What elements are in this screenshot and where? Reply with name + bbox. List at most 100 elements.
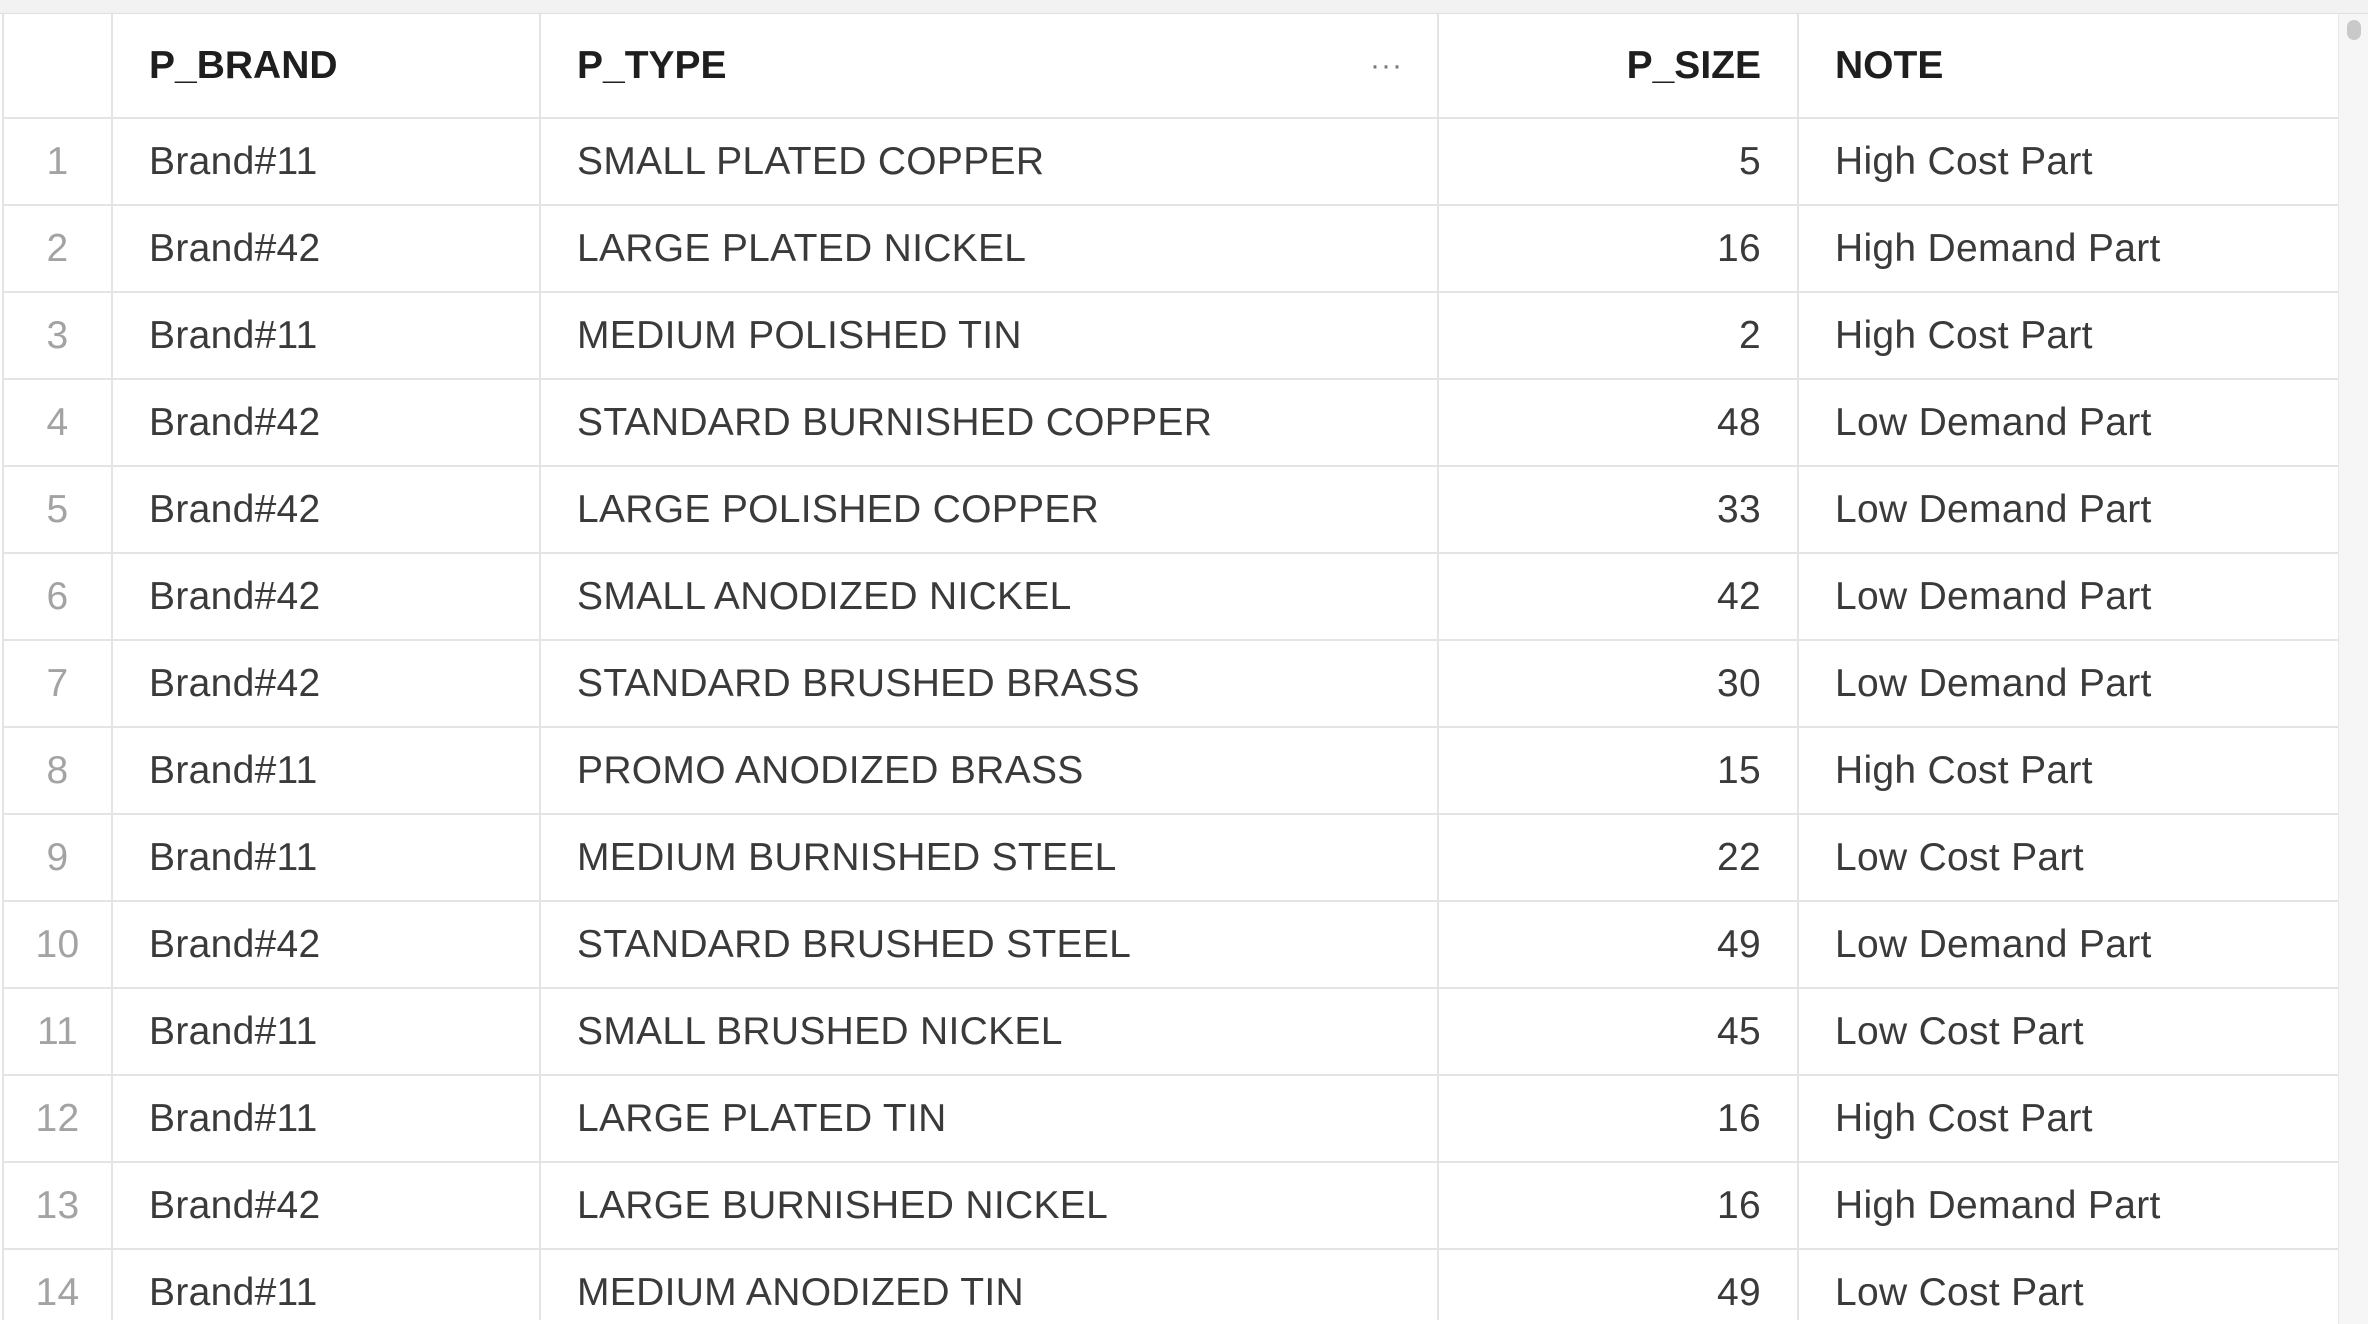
- cell-note[interactable]: Low Cost Part: [1798, 988, 2338, 1076]
- cell-p-size[interactable]: 42: [1438, 553, 1799, 641]
- table-row[interactable]: 11 Brand#11 SMALL BRUSHED NICKEL 45 Low Cost…: [4, 988, 2338, 1076]
- cell-row-number[interactable]: 13: [4, 1162, 113, 1250]
- cell-p-type[interactable]: SMALL ANODIZED NICKEL: [540, 553, 1439, 641]
- cell-p-brand[interactable]: Brand#42: [112, 379, 541, 467]
- cell-p-type[interactable]: LARGE PLATED TIN: [540, 1075, 1439, 1163]
- cell-row-number[interactable]: 9: [4, 814, 113, 902]
- table-body: 1 Brand#11 SMALL PLATED COPPER 5 High Cost P…: [4, 118, 2338, 1320]
- cell-p-brand[interactable]: Brand#11: [112, 814, 541, 902]
- cell-p-type[interactable]: STANDARD BRUSHED BRASS: [540, 640, 1439, 728]
- cell-p-size[interactable]: 45: [1438, 988, 1799, 1076]
- table-row[interactable]: 2 Brand#42 LARGE PLATED NICKEL 16 High Deman…: [4, 205, 2338, 293]
- cell-note[interactable]: Low Demand Part: [1798, 901, 2338, 989]
- column-header-p-size[interactable]: P_SIZE: [1438, 14, 1799, 119]
- cell-p-size[interactable]: 16: [1438, 1075, 1799, 1163]
- cell-note[interactable]: Low Demand Part: [1798, 466, 2338, 554]
- cell-p-brand[interactable]: Brand#42: [112, 901, 541, 989]
- results-table: P_BRAND P_TYPE ··· P_SIZE NOTE 1 Brand#11…: [4, 14, 2338, 1320]
- cell-p-brand[interactable]: Brand#11: [112, 727, 541, 815]
- vertical-scrollbar[interactable]: [2338, 14, 2368, 1324]
- cell-note[interactable]: High Cost Part: [1798, 1075, 2338, 1163]
- cell-p-size[interactable]: 2: [1438, 292, 1799, 380]
- table-row[interactable]: 3 Brand#11 MEDIUM POLISHED TIN 2 High Cost P…: [4, 292, 2338, 380]
- cell-row-number[interactable]: 3: [4, 292, 113, 380]
- cell-p-type[interactable]: LARGE PLATED NICKEL: [540, 205, 1439, 293]
- cell-row-number[interactable]: 11: [4, 988, 113, 1076]
- column-header-note[interactable]: NOTE: [1798, 14, 2338, 119]
- cell-p-size[interactable]: 15: [1438, 727, 1799, 815]
- cell-p-size[interactable]: 22: [1438, 814, 1799, 902]
- cell-row-number[interactable]: 14: [4, 1249, 113, 1320]
- cell-note[interactable]: High Cost Part: [1798, 727, 2338, 815]
- cell-p-type[interactable]: LARGE BURNISHED NICKEL: [540, 1162, 1439, 1250]
- cell-p-brand[interactable]: Brand#42: [112, 205, 541, 293]
- cell-row-number[interactable]: 12: [4, 1075, 113, 1163]
- cell-row-number[interactable]: 5: [4, 466, 113, 554]
- cell-note[interactable]: Low Demand Part: [1798, 640, 2338, 728]
- cell-p-brand[interactable]: Brand#42: [112, 640, 541, 728]
- cell-row-number[interactable]: 10: [4, 901, 113, 989]
- cell-note[interactable]: High Cost Part: [1798, 292, 2338, 380]
- cell-p-type[interactable]: LARGE POLISHED COPPER: [540, 466, 1439, 554]
- cell-row-number[interactable]: 1: [4, 118, 113, 206]
- table-row[interactable]: 13 Brand#42 LARGE BURNISHED NICKEL 16 High D…: [4, 1162, 2338, 1250]
- cell-p-brand[interactable]: Brand#42: [112, 466, 541, 554]
- cell-p-type[interactable]: MEDIUM ANODIZED TIN: [540, 1249, 1439, 1320]
- cell-note[interactable]: Low Demand Part: [1798, 379, 2338, 467]
- cell-p-size[interactable]: 30: [1438, 640, 1799, 728]
- cell-note[interactable]: High Demand Part: [1798, 1162, 2338, 1250]
- cell-p-size[interactable]: 16: [1438, 1162, 1799, 1250]
- cell-p-brand[interactable]: Brand#11: [112, 1249, 541, 1320]
- column-header-p-brand[interactable]: P_BRAND: [112, 14, 541, 119]
- cell-note[interactable]: High Demand Part: [1798, 205, 2338, 293]
- table-row[interactable]: 12 Brand#11 LARGE PLATED TIN 16 High Cost Pa…: [4, 1075, 2338, 1163]
- cell-p-type[interactable]: PROMO ANODIZED BRASS: [540, 727, 1439, 815]
- cell-p-brand[interactable]: Brand#11: [112, 118, 541, 206]
- cell-note[interactable]: Low Cost Part: [1798, 1249, 2338, 1320]
- cell-row-number[interactable]: 2: [4, 205, 113, 293]
- column-menu-icon[interactable]: ···: [1370, 48, 1403, 82]
- cell-row-number[interactable]: 6: [4, 553, 113, 641]
- column-header-label: P_TYPE: [577, 43, 727, 87]
- cell-p-size[interactable]: 5: [1438, 118, 1799, 206]
- cell-note[interactable]: Low Demand Part: [1798, 553, 2338, 641]
- cell-p-type[interactable]: MEDIUM POLISHED TIN: [540, 292, 1439, 380]
- cell-p-size[interactable]: 49: [1438, 1249, 1799, 1320]
- table-row[interactable]: 10 Brand#42 STANDARD BRUSHED STEEL 49 Low De…: [4, 901, 2338, 989]
- column-header-label: NOTE: [1835, 43, 1944, 87]
- cell-p-brand[interactable]: Brand#11: [112, 292, 541, 380]
- table-row[interactable]: 1 Brand#11 SMALL PLATED COPPER 5 High Cost P…: [4, 118, 2338, 206]
- table-row[interactable]: 9 Brand#11 MEDIUM BURNISHED STEEL 22 Low Cos…: [4, 814, 2338, 902]
- cell-p-size[interactable]: 33: [1438, 466, 1799, 554]
- cell-p-brand[interactable]: Brand#11: [112, 1075, 541, 1163]
- table-row[interactable]: 5 Brand#42 LARGE POLISHED COPPER 33 Low Dema…: [4, 466, 2338, 554]
- table-row[interactable]: 14 Brand#11 MEDIUM ANODIZED TIN 49 Low Cost …: [4, 1249, 2338, 1320]
- cell-p-type[interactable]: SMALL PLATED COPPER: [540, 118, 1439, 206]
- column-header-p-type[interactable]: P_TYPE ···: [540, 14, 1439, 119]
- cell-p-type[interactable]: STANDARD BRUSHED STEEL: [540, 901, 1439, 989]
- cell-note[interactable]: High Cost Part: [1798, 118, 2338, 206]
- cell-p-type[interactable]: STANDARD BURNISHED COPPER: [540, 379, 1439, 467]
- cell-p-size[interactable]: 49: [1438, 901, 1799, 989]
- cell-row-number[interactable]: 7: [4, 640, 113, 728]
- table-row[interactable]: 4 Brand#42 STANDARD BURNISHED COPPER 48 Low …: [4, 379, 2338, 467]
- cell-p-brand[interactable]: Brand#42: [112, 553, 541, 641]
- column-header-label: P_BRAND: [149, 43, 338, 87]
- cell-p-size[interactable]: 16: [1438, 205, 1799, 293]
- column-header-index[interactable]: [4, 14, 113, 119]
- scrollbar-thumb[interactable]: [2347, 20, 2361, 40]
- cell-p-type[interactable]: SMALL BRUSHED NICKEL: [540, 988, 1439, 1076]
- cell-p-type[interactable]: MEDIUM BURNISHED STEEL: [540, 814, 1439, 902]
- table-row[interactable]: 7 Brand#42 STANDARD BRUSHED BRASS 30 Low Dem…: [4, 640, 2338, 728]
- table-row[interactable]: 6 Brand#42 SMALL ANODIZED NICKEL 42 Low Dema…: [4, 553, 2338, 641]
- table-row[interactable]: 8 Brand#11 PROMO ANODIZED BRASS 15 High Cost…: [4, 727, 2338, 815]
- cell-p-brand[interactable]: Brand#42: [112, 1162, 541, 1250]
- grid-top-edge: [0, 0, 2368, 14]
- cell-row-number[interactable]: 4: [4, 379, 113, 467]
- cell-p-size[interactable]: 48: [1438, 379, 1799, 467]
- results-table-container[interactable]: P_BRAND P_TYPE ··· P_SIZE NOTE 1 Brand#11…: [2, 14, 2338, 1320]
- cell-p-brand[interactable]: Brand#11: [112, 988, 541, 1076]
- cell-note[interactable]: Low Cost Part: [1798, 814, 2338, 902]
- cell-row-number[interactable]: 8: [4, 727, 113, 815]
